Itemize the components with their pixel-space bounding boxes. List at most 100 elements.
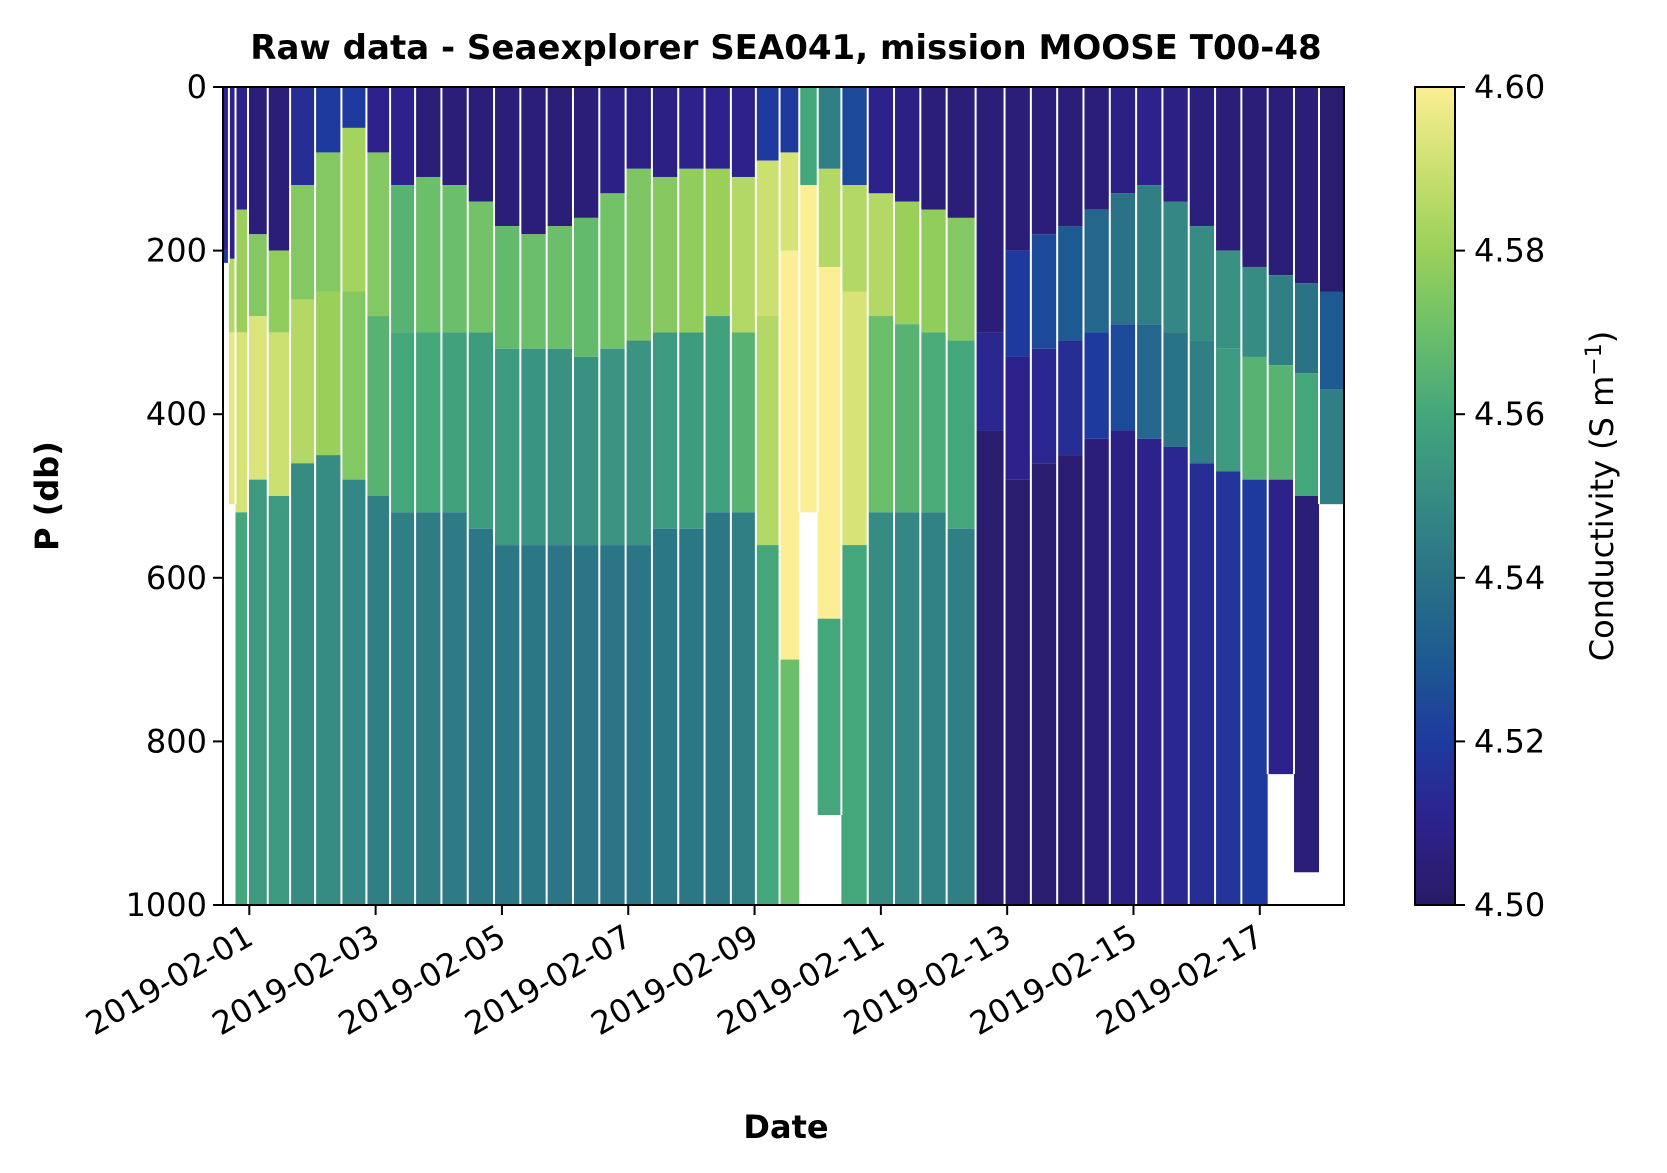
profile-segment (920, 209, 947, 333)
profile-segment (1241, 356, 1268, 480)
profile-segment (1162, 332, 1189, 447)
profile-segment (441, 87, 468, 186)
profile-segment (920, 512, 947, 905)
profile-segment (1267, 275, 1295, 366)
y-tick-label: 1000 (126, 886, 207, 924)
profile-segment (779, 152, 800, 251)
profile-column (1162, 87, 1189, 905)
profile-segment (1057, 340, 1084, 456)
profile-segment (755, 316, 780, 546)
profile-segment (467, 528, 495, 905)
profile-column (799, 87, 818, 513)
profile-column (704, 87, 731, 905)
profile-column (1267, 87, 1295, 775)
profile-segment (730, 332, 756, 513)
profile-segment (625, 545, 652, 905)
profile-segment (247, 87, 268, 235)
profile-segment (235, 332, 248, 513)
profile-segment (817, 168, 842, 267)
profile-segment (1188, 87, 1216, 227)
profile-segment (1136, 324, 1163, 439)
profile-segment (1004, 250, 1031, 357)
profile-column (1109, 87, 1137, 905)
profile-segment (841, 87, 868, 186)
profile-segment (651, 528, 679, 905)
profile-column (625, 87, 652, 905)
profile-segment (779, 250, 800, 660)
profile-segment (920, 87, 947, 210)
colorbar-tick-label: 4.54 (1474, 559, 1545, 597)
profile-segment (494, 226, 521, 349)
x-axis-ticks: 2019-02-012019-02-032019-02-052019-02-07… (79, 905, 1270, 1043)
colorbar-tick-label: 4.58 (1474, 232, 1545, 270)
profile-segment (341, 87, 367, 128)
profile-segment (1109, 193, 1137, 325)
profile-column (779, 87, 800, 905)
profile-segment (1294, 496, 1320, 873)
colorbar-tick-label: 4.60 (1474, 68, 1545, 106)
profile-segment (704, 168, 731, 317)
profile-segment (1319, 291, 1344, 390)
profile-segment (1188, 340, 1216, 464)
colorbar-label-text: Conductivity (S m (1583, 376, 1621, 661)
profile-segment (799, 185, 818, 513)
colorbar-tick-label: 4.56 (1474, 395, 1545, 433)
profile-segment (975, 87, 1005, 333)
profile-segment (1215, 250, 1242, 349)
profile-segment (704, 512, 731, 905)
profile-segment (894, 512, 921, 905)
plot-frame (222, 86, 1345, 906)
profile-column (235, 87, 248, 905)
profile-segment (625, 340, 652, 546)
y-tick-label: 0 (187, 68, 207, 106)
profile-segment (315, 291, 342, 456)
profile-column (1294, 87, 1320, 873)
profile-segment (441, 332, 468, 513)
profile-segment (546, 226, 573, 349)
profile-segment (779, 87, 800, 153)
plot-area (223, 87, 1344, 905)
profile-segment (247, 316, 268, 480)
profile-segment (315, 152, 342, 292)
profile-column (247, 87, 268, 905)
profile-segment (1109, 324, 1137, 431)
colorbar-ticks: 4.50 4.52 4.54 4.56 4.58 4.60 (1455, 68, 1545, 924)
profile-segment (1162, 87, 1189, 202)
profile-segment (1215, 471, 1242, 905)
profile-segment (235, 209, 248, 333)
profile-segment (755, 545, 780, 905)
profile-segment (467, 332, 495, 529)
profile-segment (390, 87, 416, 186)
profile-column (894, 87, 921, 905)
profile-segment (1162, 201, 1189, 333)
profile-column (755, 87, 780, 905)
profile-segment (704, 316, 731, 513)
profile-segment (390, 332, 416, 513)
profile-segment (817, 87, 842, 169)
profile-segment (1241, 266, 1268, 357)
profile-column (841, 87, 868, 905)
profile-segment (572, 356, 600, 546)
chart-title: Raw data - Seaexplorer SEA041, mission M… (250, 28, 1321, 68)
profile-segment (799, 87, 818, 186)
profile-segment (290, 87, 316, 186)
profile-column (290, 87, 316, 905)
profile-column (867, 87, 895, 905)
profile-column (975, 87, 1005, 905)
profile-segment (520, 87, 547, 235)
profile-segment (235, 87, 248, 210)
profile-segment (441, 185, 468, 333)
profile-segment (267, 87, 291, 251)
profile-segment (1030, 348, 1058, 464)
profile-segment (366, 152, 391, 317)
colorbar-label-exponent: −1 (1582, 343, 1607, 375)
profile-segment (599, 348, 626, 546)
profile-segment (894, 201, 921, 325)
profile-column (730, 87, 756, 905)
profile-segment (467, 87, 495, 202)
profile-segment (1030, 87, 1058, 235)
profile-segment (228, 258, 236, 333)
profile-column (1030, 87, 1058, 905)
profile-segment (1215, 87, 1242, 251)
